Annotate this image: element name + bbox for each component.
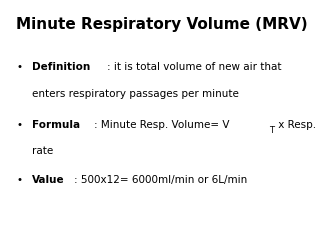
Text: : Minute Resp. Volume= V: : Minute Resp. Volume= V xyxy=(94,120,229,130)
Text: •: • xyxy=(16,62,22,72)
Text: x Resp.: x Resp. xyxy=(276,120,316,130)
Text: •: • xyxy=(16,120,22,130)
Text: : 500x12= 6000ml/min or 6L/min: : 500x12= 6000ml/min or 6L/min xyxy=(74,175,247,185)
Text: •: • xyxy=(16,175,22,185)
Text: enters respiratory passages per minute: enters respiratory passages per minute xyxy=(32,89,239,99)
Text: T: T xyxy=(269,126,274,135)
Text: Formula: Formula xyxy=(32,120,80,130)
Text: : it is total volume of new air that: : it is total volume of new air that xyxy=(107,62,282,72)
Text: Value: Value xyxy=(32,175,65,185)
Text: rate: rate xyxy=(32,146,53,156)
Text: Minute Respiratory Volume (MRV): Minute Respiratory Volume (MRV) xyxy=(16,17,308,32)
Text: Definition: Definition xyxy=(32,62,90,72)
